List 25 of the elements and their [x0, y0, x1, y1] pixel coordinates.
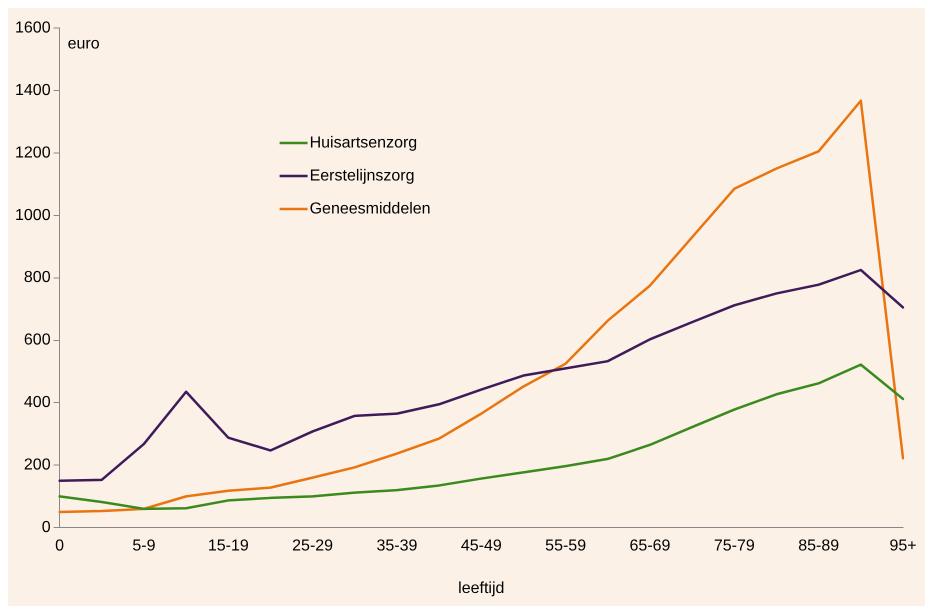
y-tick-label: 200: [24, 456, 51, 474]
y-tick-label: 1000: [15, 206, 51, 224]
y-tick-label: 0: [42, 519, 51, 536]
x-tick-label: 55-59: [545, 538, 586, 555]
y-tick-label: 400: [24, 394, 51, 412]
x-tick-label: 85-89: [798, 538, 840, 555]
y-tick-label: 800: [24, 269, 51, 286]
y-axis-title: euro: [68, 35, 100, 52]
legend-label: Eerstelijnszorg: [310, 167, 415, 184]
legend-label: Huisartsenzorg: [310, 134, 418, 152]
y-tick-label: 1200: [15, 144, 51, 162]
x-tick-label: 15-19: [208, 538, 249, 555]
x-axis-title: leeftijd: [458, 580, 504, 597]
x-tick-label: 65-69: [630, 538, 671, 555]
x-tick-label: 0: [55, 538, 64, 555]
x-tick-label: 35-39: [376, 538, 418, 555]
legend-label: Geneesmiddelen: [310, 200, 431, 218]
y-tick-label: 600: [24, 332, 51, 349]
x-tick-label: 75-79: [714, 538, 755, 555]
y-tick-label: 1400: [15, 82, 51, 99]
x-tick-label: 45-49: [460, 538, 502, 555]
x-tick-label: 95+: [889, 538, 917, 555]
x-tick-label: 5-9: [132, 538, 156, 555]
y-tick-label: 1600: [15, 19, 51, 36]
x-tick-label: 25-29: [292, 538, 334, 555]
